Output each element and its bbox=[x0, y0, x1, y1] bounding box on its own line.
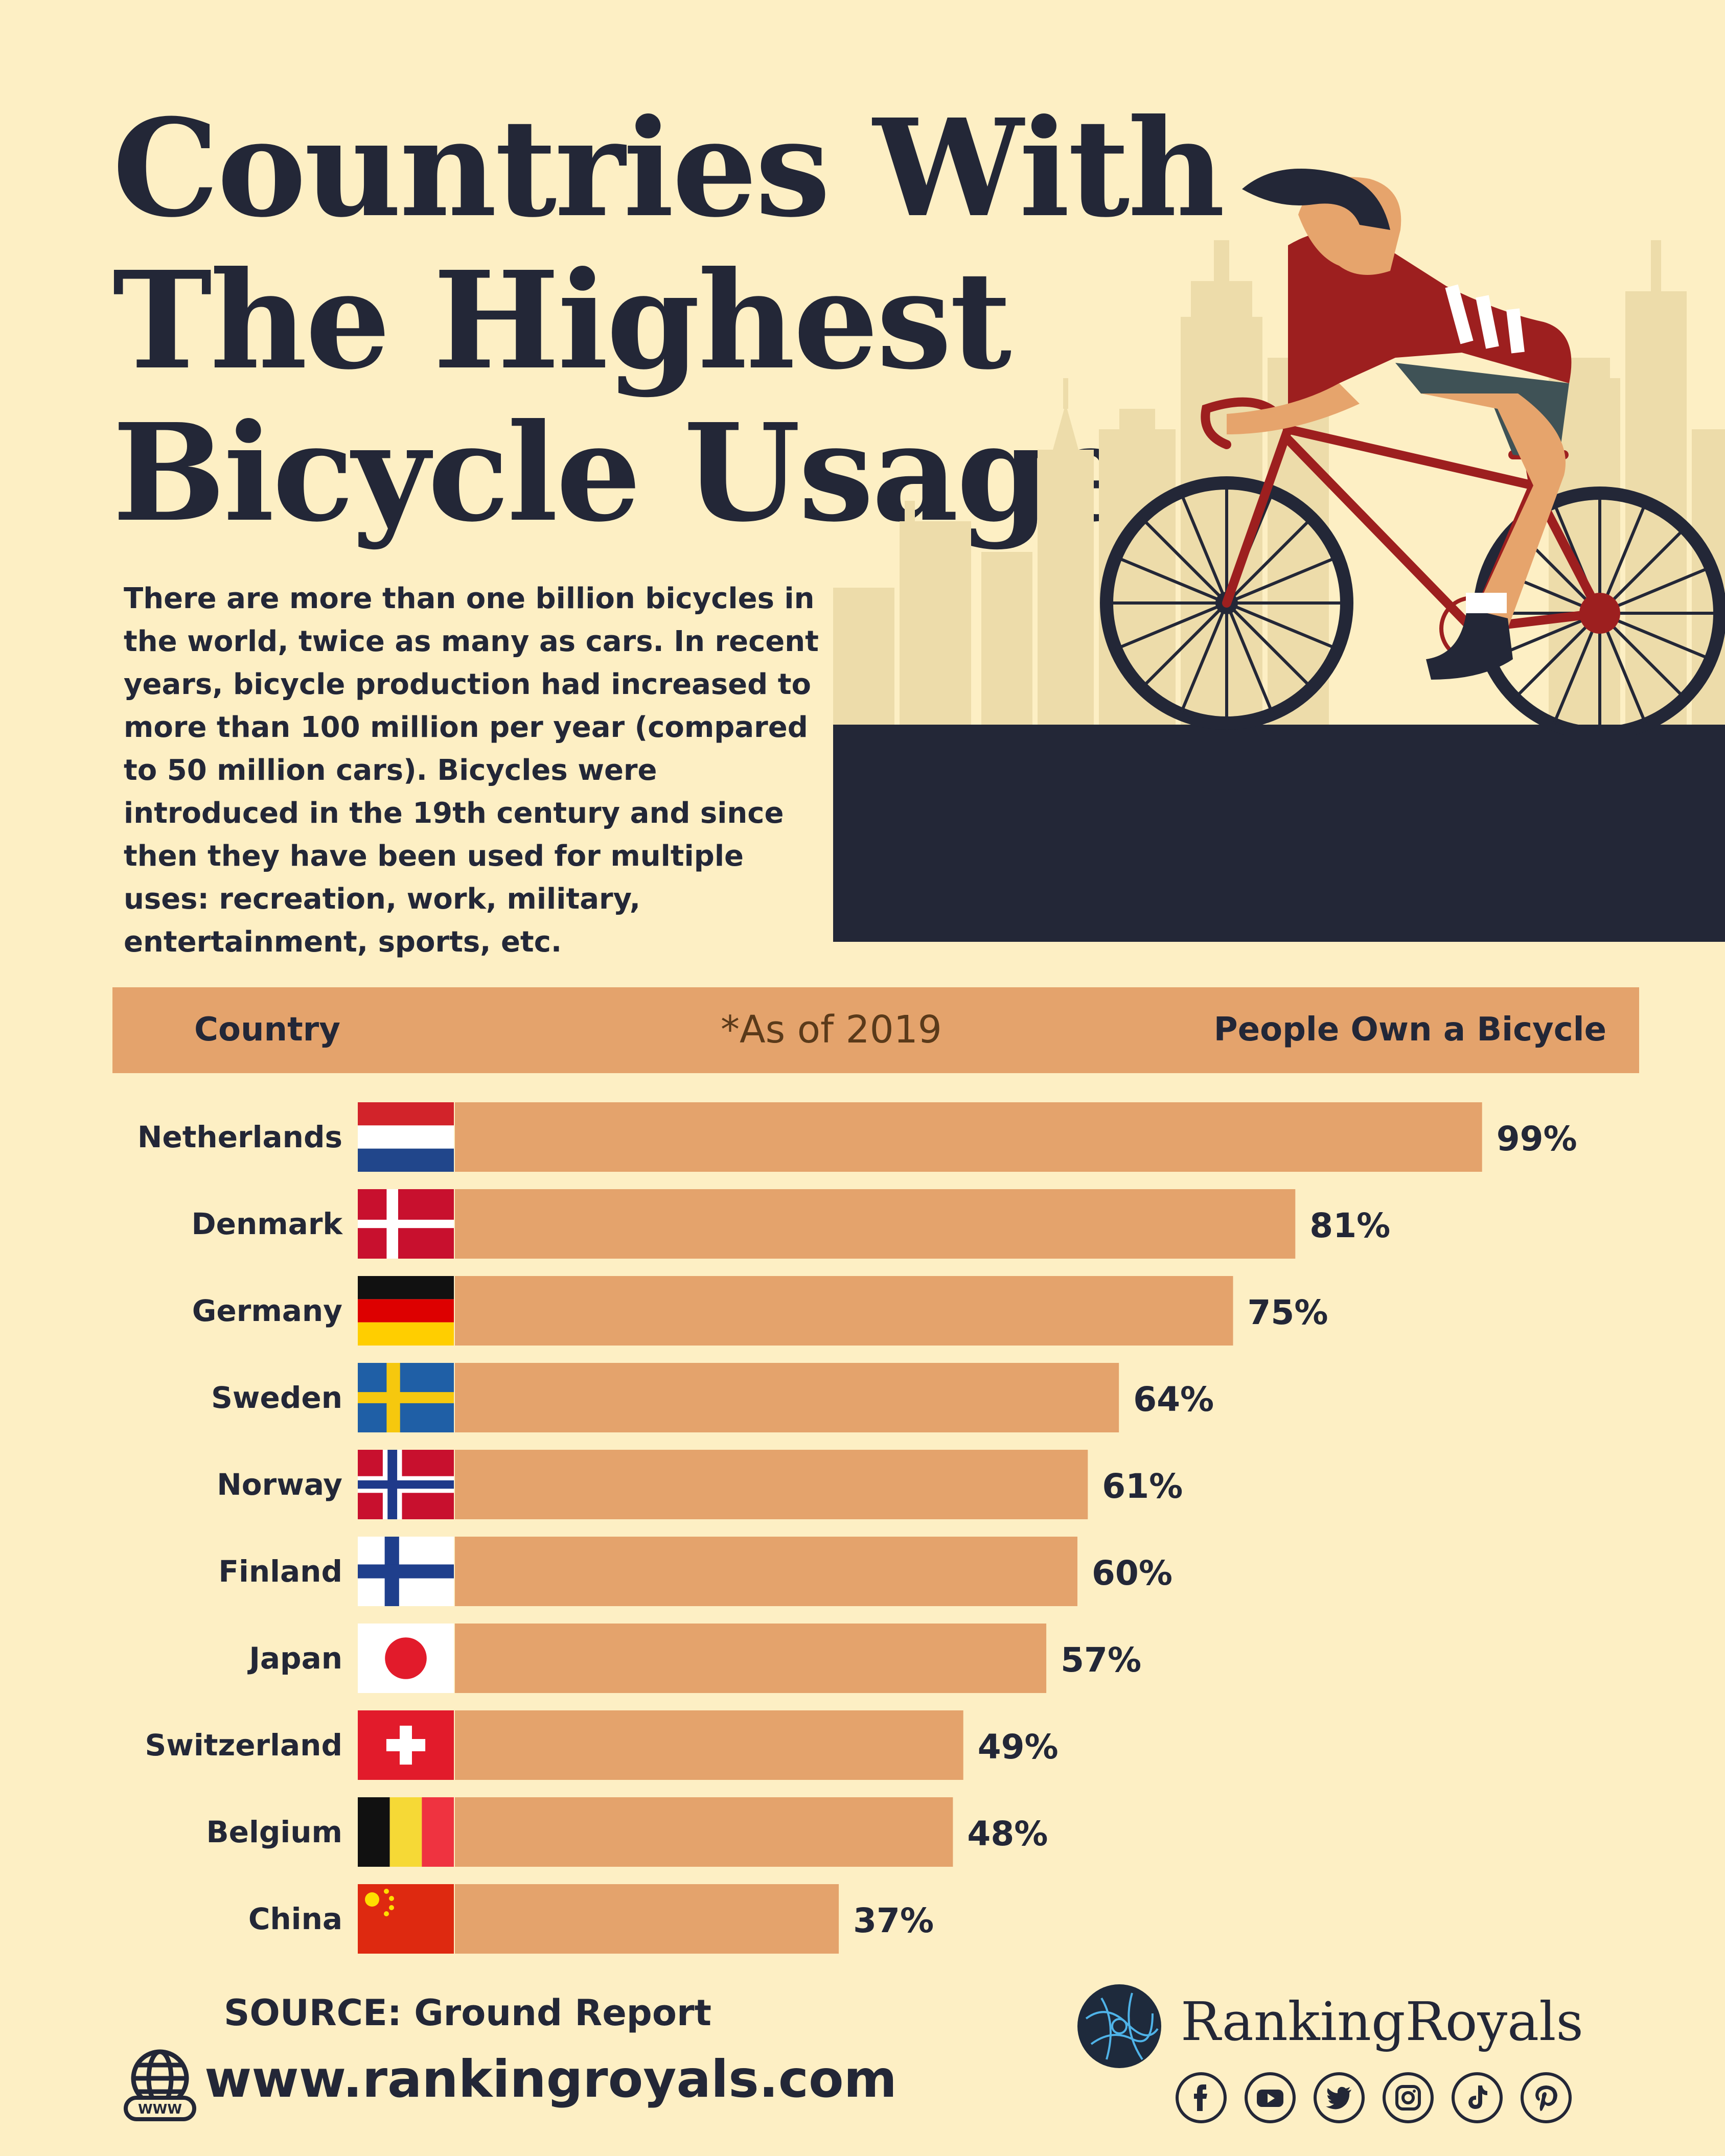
denmark-flag-icon bbox=[358, 1189, 454, 1259]
country-label: Norway bbox=[217, 1467, 342, 1502]
value-label: 61% bbox=[1102, 1467, 1183, 1506]
value-label: 49% bbox=[978, 1727, 1059, 1767]
country-label: Sweden bbox=[211, 1380, 342, 1415]
country-label: China bbox=[248, 1902, 342, 1936]
intro-paragraph: There are more than one billion bicycles… bbox=[124, 582, 819, 959]
bar bbox=[455, 1797, 953, 1867]
twitter-icon[interactable] bbox=[1314, 2072, 1365, 2123]
title-line-2: The Highest bbox=[112, 242, 1011, 399]
source-text: SOURCE: Ground Report bbox=[224, 1992, 711, 2034]
sweden-flag-icon bbox=[358, 1363, 454, 1432]
country-label: Denmark bbox=[191, 1207, 343, 1241]
bar bbox=[455, 1363, 1119, 1432]
value-label: 60% bbox=[1092, 1554, 1172, 1593]
norway-flag-icon bbox=[358, 1450, 454, 1519]
bar bbox=[455, 1537, 1077, 1606]
country-label: Netherlands bbox=[137, 1120, 342, 1154]
instagram-icon[interactable] bbox=[1383, 2072, 1434, 2123]
value-label: 48% bbox=[967, 1814, 1048, 1853]
finland-flag-icon bbox=[358, 1537, 454, 1606]
bar bbox=[455, 1189, 1296, 1259]
title-line-1: Countries With bbox=[112, 89, 1225, 247]
value-label: 64% bbox=[1133, 1380, 1214, 1419]
globe-www-label: WWW bbox=[138, 2102, 182, 2117]
japan-flag-icon bbox=[358, 1624, 454, 1693]
switzerland-flag-icon bbox=[358, 1710, 454, 1780]
value-label: 75% bbox=[1248, 1293, 1328, 1332]
bar bbox=[455, 1102, 1482, 1172]
as-of-note: *As of 2019 bbox=[721, 1008, 942, 1052]
germany-flag-icon bbox=[358, 1276, 454, 1346]
belgium-flag-icon bbox=[358, 1797, 454, 1867]
column-header-people-own-bicycle: People Own a Bicycle bbox=[1213, 1011, 1606, 1049]
value-label: 81% bbox=[1309, 1206, 1390, 1245]
tiktok-icon[interactable] bbox=[1452, 2072, 1503, 2123]
country-label: Belgium bbox=[206, 1815, 342, 1849]
brand-name: RankingRoyals bbox=[1181, 1990, 1583, 2053]
column-header-country: Country bbox=[194, 1011, 340, 1049]
ground-block bbox=[833, 725, 1725, 942]
cyclist-illustration bbox=[1100, 169, 1725, 740]
bar bbox=[455, 1710, 963, 1780]
value-label: 57% bbox=[1061, 1640, 1141, 1680]
value-label: 99% bbox=[1497, 1119, 1577, 1158]
page-title: Countries With The Highest Bicycle Usage bbox=[112, 89, 1225, 549]
facebook-icon[interactable] bbox=[1176, 2072, 1227, 2123]
table-header-bar bbox=[112, 987, 1639, 1073]
country-label: Japan bbox=[247, 1641, 342, 1676]
country-label: Switzerland bbox=[145, 1728, 343, 1763]
bar-chart: Netherlands 99% Denmark 81% Germany 75% Sweden… bbox=[137, 1102, 1577, 1954]
value-label: 37% bbox=[853, 1901, 934, 1940]
website-url[interactable]: www.rankingroyals.com bbox=[204, 2049, 897, 2109]
bar bbox=[455, 1884, 839, 1954]
rankingroyals-logo bbox=[1077, 1984, 1161, 2068]
country-label: Finland bbox=[218, 1554, 342, 1589]
globe-www-icon: WWW bbox=[124, 2049, 196, 2121]
bar bbox=[455, 1624, 1047, 1693]
bar bbox=[455, 1450, 1088, 1519]
bar bbox=[455, 1276, 1233, 1346]
pinterest-icon[interactable] bbox=[1521, 2072, 1572, 2123]
youtube-icon[interactable] bbox=[1245, 2072, 1296, 2123]
china-flag-icon bbox=[358, 1884, 454, 1954]
netherlands-flag-icon bbox=[358, 1102, 454, 1172]
country-label: Germany bbox=[192, 1293, 342, 1328]
